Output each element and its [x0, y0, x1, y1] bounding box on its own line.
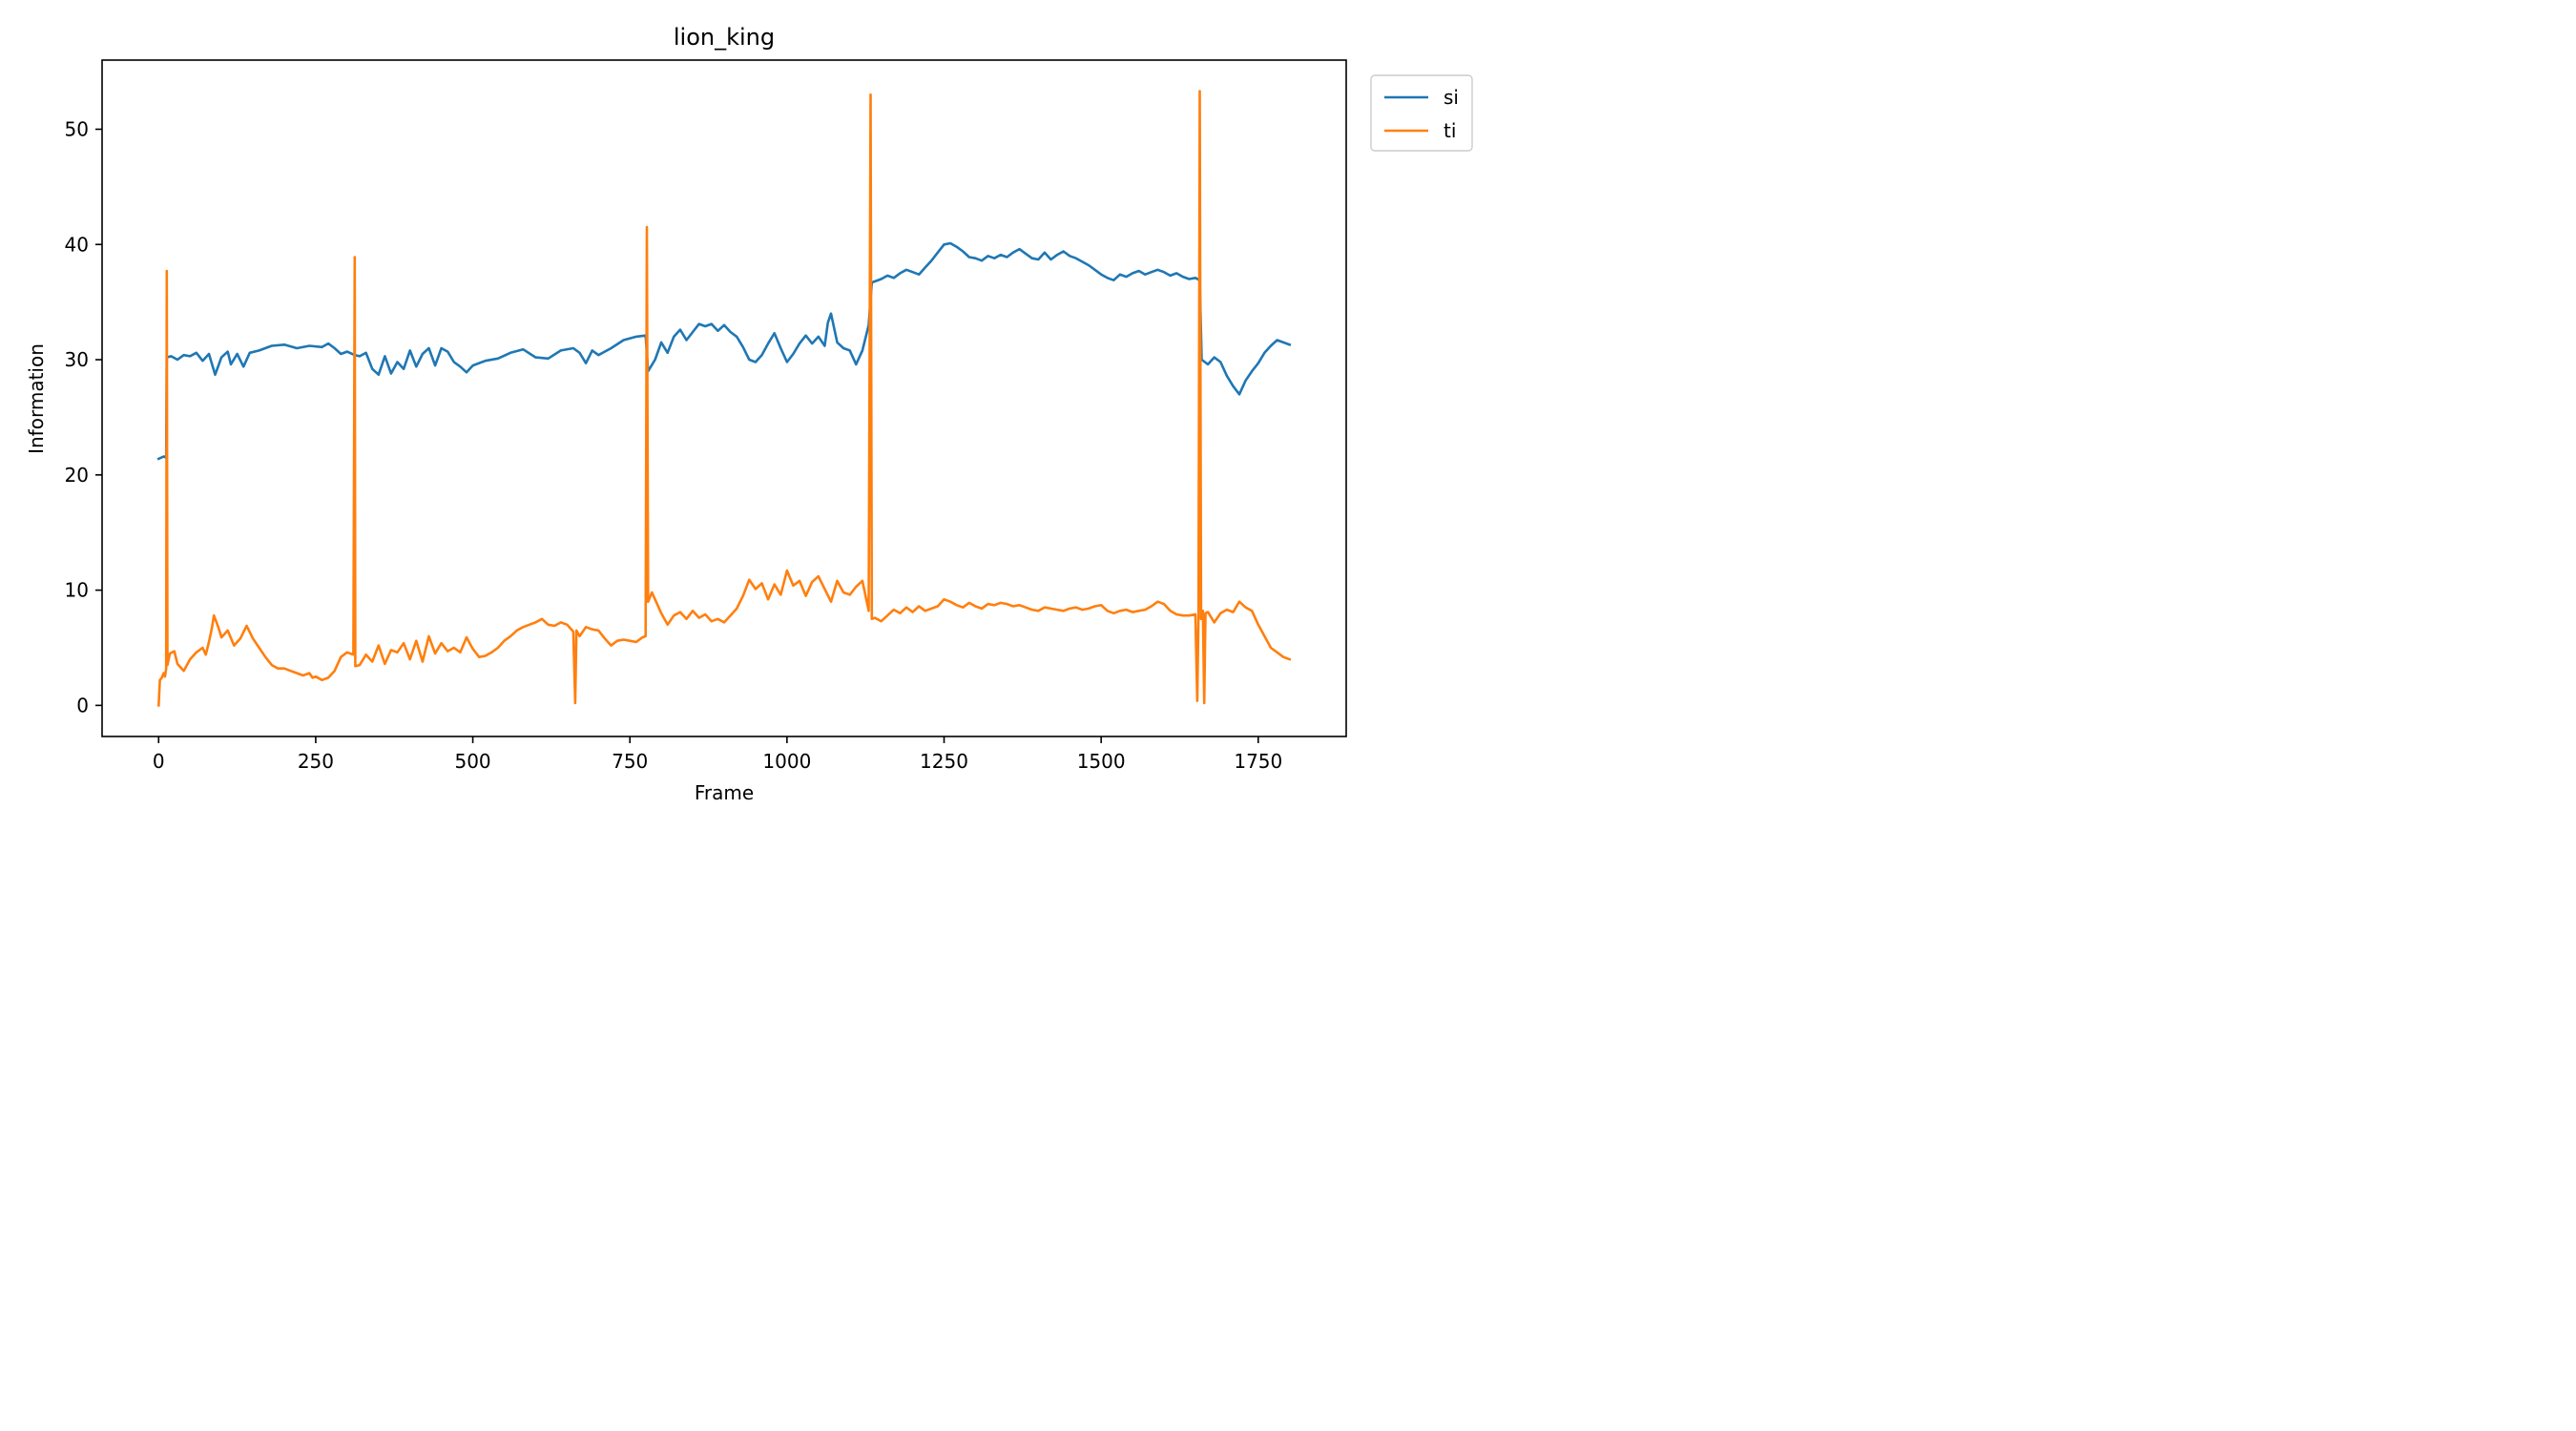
line-chart: lion_king 0 250 500 750 1000 1250 1500 1750 0 10 2… — [0, 0, 1488, 826]
y-tick-label: 10 — [65, 579, 89, 602]
y-axis-title: Information — [25, 343, 48, 454]
x-tick-label: 500 — [454, 750, 490, 773]
chart-background — [0, 0, 1488, 826]
legend: si ti — [1370, 74, 1473, 152]
legend-label-ti: ti — [1444, 119, 1456, 142]
x-tick-label: 250 — [298, 750, 334, 773]
x-tick-label: 750 — [612, 750, 648, 773]
x-axis-title: Frame — [695, 781, 754, 804]
x-tick-label: 1500 — [1077, 750, 1126, 773]
y-tick-label: 20 — [65, 464, 89, 487]
y-tick-label: 30 — [65, 348, 89, 371]
axes-layer: 0 250 500 750 1000 1250 1500 1750 0 10 20 30 40 50 — [65, 59, 1347, 773]
y-tick-label: 0 — [76, 694, 89, 716]
y-tick-label: 40 — [65, 233, 89, 256]
legend-label-si: si — [1444, 86, 1459, 109]
x-tick-label: 1750 — [1234, 750, 1282, 773]
plot-frame — [101, 59, 1347, 737]
x-tick-label: 1000 — [762, 750, 811, 773]
chart-title: lion_king — [674, 24, 775, 51]
y-tick-label: 50 — [65, 117, 89, 140]
x-tick-label: 1250 — [920, 750, 968, 773]
x-tick-label: 0 — [153, 750, 165, 773]
series-layer — [156, 90, 1292, 707]
series-line-ti — [156, 90, 1292, 707]
